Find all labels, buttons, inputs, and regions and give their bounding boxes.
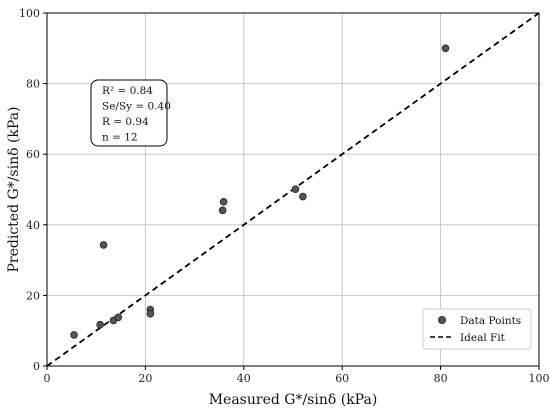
y-tick-label-3: 60 (26, 148, 40, 161)
y-tick-label-2: 40 (26, 219, 40, 232)
data-point-4 (114, 313, 123, 322)
stats-box-frame (90, 79, 168, 147)
plot-frame (46, 12, 540, 367)
legend-marker-data-points (437, 315, 446, 324)
x-tick-label-4: 80 (434, 372, 448, 385)
x-tick-label-3: 60 (335, 372, 349, 385)
x-tick-label-5: 100 (529, 372, 550, 385)
data-point-6 (146, 309, 155, 318)
legend-label-data-points: Data Points (460, 315, 521, 327)
data-point-9 (291, 185, 300, 193)
stats-annotation-box: R² = 0.84 Se/Sy = 0.40 R = 0.94 n = 12 (90, 79, 171, 147)
data-point-8 (219, 198, 228, 206)
y-tick-label-1: 20 (26, 289, 40, 302)
axis-ticks: 0 20 40 60 80 100 0 20 40 60 80 100 (19, 7, 550, 385)
x-tick-label-0: 0 (44, 372, 51, 385)
data-point-10 (299, 192, 307, 201)
data-point-7 (218, 206, 227, 215)
data-point-0 (70, 331, 78, 339)
x-tick-label-2: 40 (237, 372, 251, 385)
stats-r: R = 0.94 (102, 116, 149, 128)
data-point-2 (99, 241, 108, 249)
stats-se-sy: Se/Sy = 0.40 (102, 101, 171, 113)
legend: Data Points Ideal Fit (422, 308, 532, 350)
y-tick-label-0: 0 (33, 360, 40, 373)
data-point-1 (96, 320, 104, 329)
x-axis-label: Measured G*/sinδ (kPa) (209, 392, 378, 408)
legend-label-ideal-fit: Ideal Fit (460, 332, 506, 344)
stats-r-squared: R² = 0.84 (102, 85, 153, 97)
y-tick-label-4: 80 (26, 78, 40, 91)
stats-n: n = 12 (102, 132, 138, 144)
x-tick-label-1: 20 (138, 372, 152, 385)
y-axis-label: Predicted G*/sinδ (kPa) (6, 106, 22, 272)
data-point-11 (441, 44, 450, 53)
data-points-layer (70, 44, 450, 339)
legend-frame (422, 308, 532, 350)
y-tick-label-5: 100 (19, 7, 40, 20)
